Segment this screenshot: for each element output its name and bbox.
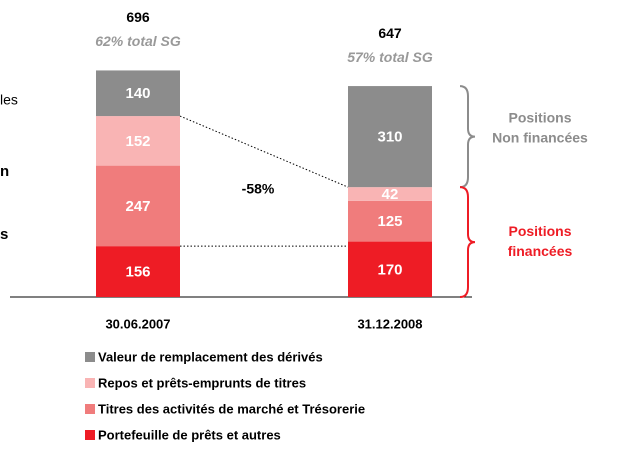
total-label: 696: [126, 9, 150, 25]
segment-label: 170: [377, 261, 402, 278]
segment-label: 42: [382, 186, 399, 203]
bar-segment: [348, 86, 432, 188]
left-fragment: s: [0, 226, 8, 243]
left-fragment: les: [0, 92, 18, 108]
bar-segment: [96, 116, 180, 166]
segment-label: 310: [377, 129, 402, 146]
bar-segment: [96, 246, 180, 297]
connector: [179, 115, 349, 188]
legend-swatch: [85, 352, 95, 362]
total-subtitle: 57% total SG: [347, 49, 433, 65]
total-subtitle: 62% total SG: [95, 33, 181, 49]
bar-segment: [348, 241, 432, 297]
legend-swatch: [85, 404, 95, 414]
bar-segment: [348, 187, 432, 201]
legend-label: Valeur de remplacement des dérivés: [98, 349, 323, 364]
bracket: [459, 186, 476, 298]
legend-swatch: [85, 430, 95, 440]
legend-label: Portefeuille de prêts et autres: [98, 427, 281, 442]
total-label: 647: [378, 25, 402, 41]
bar-segment: [348, 200, 432, 242]
bracket-label: Positions Non financées: [492, 109, 588, 145]
legend-swatch: [85, 378, 95, 388]
legend-label: Titres des activités de marché et Trésor…: [98, 401, 365, 416]
bracket-label: Positions financées: [508, 223, 573, 259]
annotation: -58%: [242, 181, 275, 197]
segment-label: 156: [125, 264, 150, 281]
left-fragment: n: [0, 163, 9, 180]
segment-label: 140: [125, 85, 150, 102]
legend-label: Repos et prêts-emprunts de titres: [98, 375, 306, 390]
bar-segment: [96, 165, 180, 247]
x-tick-label: 30.06.2007: [105, 316, 170, 331]
bracket: [459, 85, 476, 189]
segment-label: 125: [377, 213, 402, 230]
segment-label: 152: [125, 133, 150, 150]
x-tick-label: 31.12.2008: [357, 316, 422, 331]
bar-segment: [96, 70, 180, 117]
segment-label: 247: [125, 198, 150, 215]
